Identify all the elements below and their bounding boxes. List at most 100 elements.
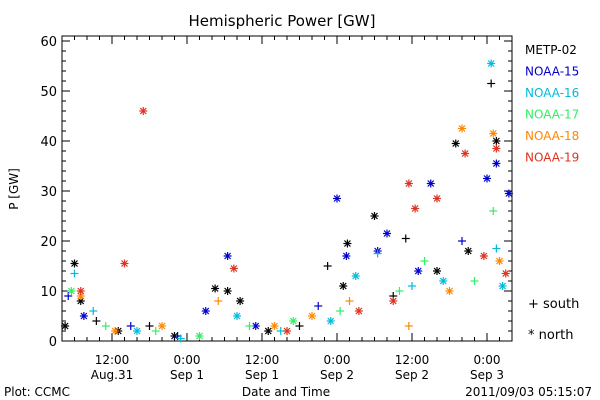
- data-point: [404, 322, 413, 330]
- data-point: [439, 277, 448, 285]
- x-tick-label-date: Sep 1: [245, 368, 279, 382]
- data-point: [89, 307, 98, 315]
- data-point: [214, 297, 223, 305]
- chart-title: Hemispheric Power [GW]: [189, 12, 376, 30]
- data-point: [283, 327, 291, 335]
- data-point: [504, 189, 513, 198]
- data-point: [133, 327, 141, 335]
- data-point: [120, 259, 129, 268]
- data-point: [464, 247, 473, 255]
- data-point: [70, 269, 79, 278]
- legend-entry: NOAA-17: [525, 108, 579, 122]
- data-point: [67, 287, 76, 295]
- data-point: [383, 229, 391, 238]
- data-point: [308, 312, 316, 320]
- data-point: [339, 282, 348, 290]
- data-point: [139, 107, 148, 115]
- data-point: [479, 252, 488, 260]
- footer-right: 2011/09/03 05:15:07: [465, 385, 592, 399]
- legend-entry: NOAA-15: [525, 65, 579, 79]
- legend: METP-02 NOAA-15 NOAA-16 NOAA-17 NOAA-18 NOAA-…: [525, 43, 579, 165]
- data-point: [245, 322, 254, 330]
- data-point: [336, 307, 345, 315]
- data-point: [251, 322, 260, 330]
- plot-frame: [61, 35, 513, 342]
- data-point: [370, 212, 379, 220]
- x-tick-label-date: Sep 3: [470, 368, 504, 382]
- data-point: [145, 322, 154, 330]
- marker-legend: + south * north: [528, 297, 579, 343]
- data-point: [433, 194, 441, 203]
- data-point: [345, 297, 354, 305]
- marker-legend-entry: * north: [528, 328, 574, 343]
- data-point: [61, 322, 70, 330]
- data-point: [343, 239, 352, 248]
- data-point: [264, 327, 273, 335]
- data-point: [201, 307, 210, 315]
- data-point: [289, 317, 298, 325]
- data-point: [236, 297, 245, 305]
- data-point: [426, 179, 435, 188]
- data-point: [458, 237, 466, 245]
- data-point: [395, 287, 404, 295]
- data-point: [408, 282, 416, 290]
- data-point: [233, 312, 241, 320]
- y-tick-label: 30: [40, 185, 57, 200]
- y-tick-label: 0: [49, 335, 57, 350]
- x-tick-label-time: 0:00: [474, 353, 501, 367]
- data-point: [433, 267, 441, 275]
- data-point: [176, 334, 185, 343]
- data-points: [61, 59, 513, 343]
- x-tick-label-date: Sep 2: [395, 368, 429, 382]
- y-axis-label: P [GW]: [7, 168, 21, 210]
- data-point: [101, 322, 110, 330]
- data-point: [211, 284, 220, 293]
- x-axis-label: Date and Time: [242, 385, 330, 399]
- data-point: [70, 259, 79, 268]
- data-point: [373, 249, 382, 258]
- data-point: [414, 267, 423, 275]
- x-tick-label-date: Aug.31: [91, 368, 134, 382]
- data-point: [492, 159, 501, 168]
- data-point: [483, 174, 491, 183]
- data-point: [420, 257, 429, 265]
- x-tick-label-time: 12:00: [245, 353, 280, 367]
- data-point: [314, 302, 323, 310]
- data-point: [461, 149, 470, 158]
- data-point: [489, 129, 498, 138]
- data-point: [326, 317, 335, 325]
- data-point: [195, 332, 204, 340]
- data-point: [487, 79, 496, 88]
- legend-entry: NOAA-18: [525, 129, 579, 143]
- legend-entry: NOAA-19: [525, 151, 579, 165]
- x-tick-label-date: Sep 1: [170, 368, 204, 382]
- x-tick-label-time: 0:00: [174, 353, 201, 367]
- data-point: [389, 297, 398, 305]
- x-tick-label-time: 0:00: [324, 353, 351, 367]
- x-tick-label-date: Sep 2: [320, 368, 354, 382]
- y-tick-label: 60: [40, 35, 57, 50]
- data-point: [354, 307, 363, 315]
- data-point: [111, 327, 120, 335]
- footer-left: Plot: CCMC: [4, 385, 70, 399]
- data-point: [229, 264, 238, 273]
- marker-legend-entry: + south: [528, 297, 579, 312]
- data-point: [92, 317, 101, 325]
- y-tick-label: 50: [40, 85, 57, 100]
- data-point: [270, 322, 279, 330]
- data-point: [151, 327, 160, 335]
- legend-entry: NOAA-16: [525, 86, 579, 100]
- data-point: [223, 287, 232, 295]
- data-point: [451, 139, 460, 148]
- y-tick-label: 40: [40, 135, 57, 150]
- data-point: [401, 234, 410, 243]
- data-point: [498, 282, 507, 290]
- y-tick-label: 20: [40, 235, 57, 250]
- data-point: [323, 262, 332, 270]
- data-point: [495, 257, 504, 265]
- data-point: [492, 144, 501, 153]
- data-point: [126, 322, 135, 330]
- data-point: [489, 207, 498, 215]
